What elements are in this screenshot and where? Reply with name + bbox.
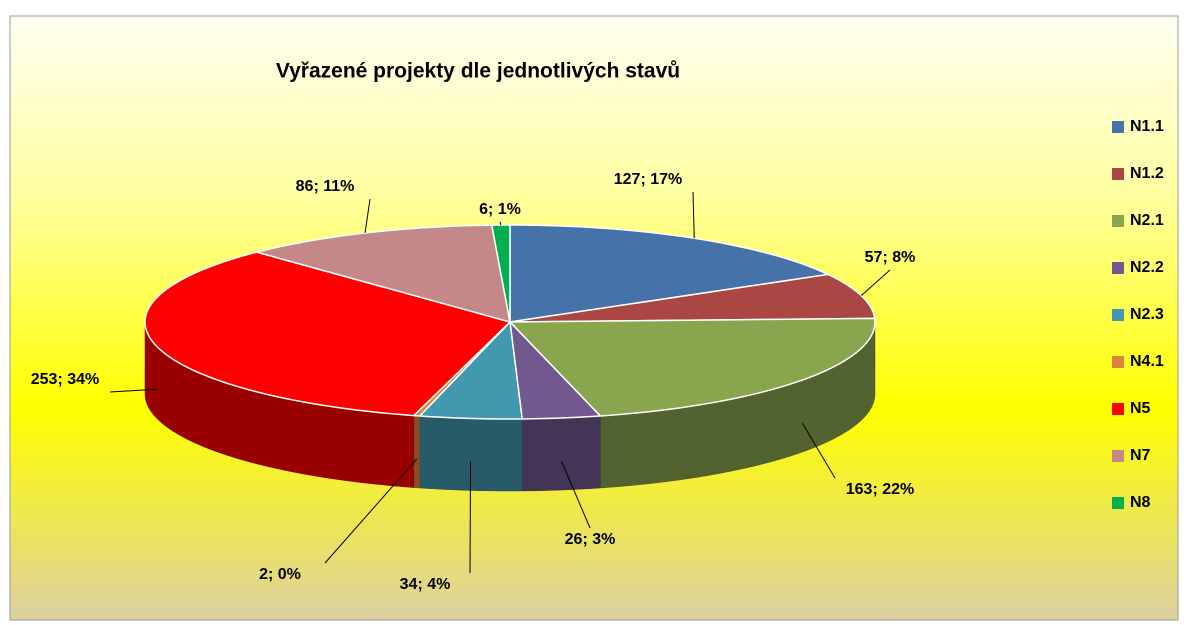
slice <box>508 317 876 489</box>
slice <box>253 224 511 324</box>
data-label: 253; 34% <box>31 371 100 388</box>
legend-label: N7 <box>1130 447 1151 464</box>
leader-line <box>561 461 591 529</box>
slice <box>508 319 602 492</box>
legend-label: N4.1 <box>1130 353 1164 370</box>
legend-label: N5 <box>1130 400 1151 417</box>
legend-label: N1.2 <box>1130 165 1164 182</box>
legend-swatch <box>1112 309 1124 321</box>
leader-line <box>364 198 371 234</box>
slice-top <box>508 317 876 417</box>
leader-line <box>692 191 695 239</box>
data-label: 2; 0% <box>259 566 301 583</box>
slice-side <box>413 415 420 489</box>
legend-swatch <box>1112 450 1124 462</box>
legend-swatch <box>1112 403 1124 415</box>
data-label: 34; 4% <box>400 576 451 593</box>
data-label: 57; 8% <box>865 249 916 266</box>
slice-top <box>144 251 512 417</box>
legend-swatch <box>1112 168 1124 180</box>
leader-line <box>109 388 157 393</box>
legend-swatch <box>1112 121 1124 133</box>
leader-line <box>801 423 836 479</box>
leader-line <box>324 458 418 564</box>
data-label: 26; 3% <box>565 531 616 548</box>
leader-line <box>469 461 472 574</box>
data-label: 86; 11% <box>296 178 355 195</box>
slice-side <box>521 415 601 492</box>
data-label: 163; 22% <box>846 481 915 498</box>
legend-swatch <box>1112 497 1124 509</box>
leader-line <box>860 269 891 297</box>
legend-swatch <box>1112 356 1124 368</box>
data-label: 127; 17% <box>614 171 683 188</box>
legend-label: N8 <box>1130 494 1151 511</box>
legend-label: N1.1 <box>1130 118 1164 135</box>
slice-top <box>509 273 876 323</box>
slice-top <box>253 224 511 324</box>
leader-line <box>499 221 502 226</box>
slice-top <box>508 319 602 420</box>
legend-swatch <box>1112 215 1124 227</box>
slice <box>144 251 512 488</box>
slice-top <box>418 320 524 420</box>
legend-label: N2.2 <box>1130 259 1164 276</box>
legend-swatch <box>1112 262 1124 274</box>
data-label: 6; 1% <box>479 201 521 218</box>
legend-label: N2.1 <box>1130 212 1164 229</box>
slice <box>418 320 524 492</box>
slice <box>509 273 876 323</box>
legend-label: N2.3 <box>1130 306 1164 323</box>
chart-title: Vyřazené projekty dle jednotlivých stavů <box>276 60 680 83</box>
